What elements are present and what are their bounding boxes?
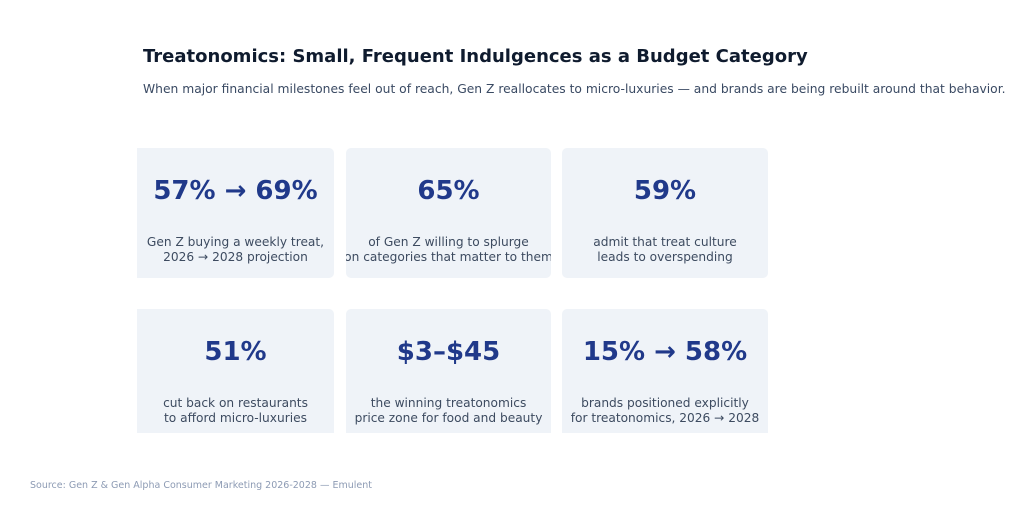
stat-label: Gen Z buying a weekly treat, 2026 → 2028… xyxy=(146,235,325,264)
stat-value: 15% → 58% xyxy=(582,337,748,367)
stat-card-overspending: 59% admit that treat culture leads to ov… xyxy=(562,148,768,278)
stat-value: $3–$45 xyxy=(396,337,501,367)
stat-card-restaurants: 51% cut back on restaurants to afford mi… xyxy=(137,309,334,433)
source-note: Source: Gen Z & Gen Alpha Consumer Marke… xyxy=(30,480,372,491)
chart-subtitle: When major financial milestones feel out… xyxy=(143,82,1006,96)
chart-title: Treatonomics: Small, Frequent Indulgence… xyxy=(143,46,808,67)
stat-value: 59% xyxy=(633,176,697,206)
stat-label: admit that treat culture leads to oversp… xyxy=(593,235,737,264)
stat-card-weekly-treat: 57% → 69% Gen Z buying a weekly treat, 2… xyxy=(137,148,334,278)
stat-label: the winning treatonomics price zone for … xyxy=(354,396,543,425)
stat-value: 57% → 69% xyxy=(153,176,318,206)
stat-label: of Gen Z willing to splurge on categorie… xyxy=(346,235,551,264)
stat-label: brands positioned explicitly for treaton… xyxy=(570,396,760,425)
stat-card-splurge: 65% of Gen Z willing to splurge on categ… xyxy=(346,148,551,278)
stat-card-price-zone: $3–$45 the winning treatonomics price zo… xyxy=(346,309,551,433)
stat-label: cut back on restaurants to afford micro-… xyxy=(163,396,308,425)
stat-value: 51% xyxy=(204,337,267,367)
stat-card-brands-positioned: 15% → 58% brands positioned explicitly f… xyxy=(562,309,768,433)
stat-value: 65% xyxy=(417,176,480,206)
